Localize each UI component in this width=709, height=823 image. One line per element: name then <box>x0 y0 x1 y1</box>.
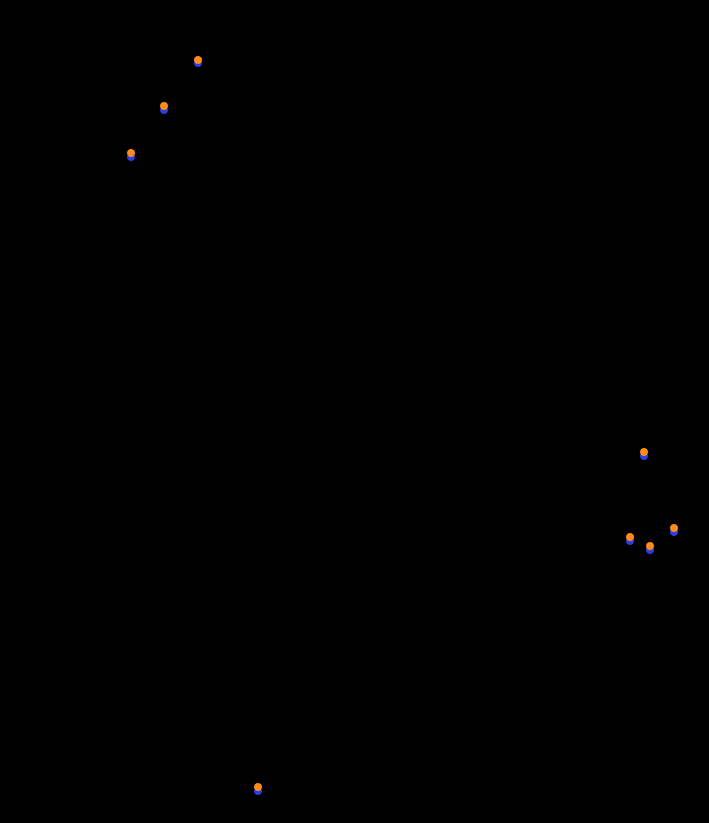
scatter-point-orange <box>254 783 262 791</box>
scatter-point-blue <box>127 153 135 161</box>
scatter-point-blue <box>160 106 168 114</box>
scatter-point-blue <box>646 546 654 554</box>
scatter-point-blue <box>640 452 648 460</box>
scatter-point-orange <box>194 56 202 64</box>
scatter-point-orange <box>626 533 634 541</box>
scatter-point-orange <box>127 149 135 157</box>
scatter-point-blue <box>670 528 678 536</box>
scatter-point-orange <box>670 524 678 532</box>
scatter-point-orange <box>160 102 168 110</box>
scatter-point-orange <box>646 542 654 550</box>
scatter-point-orange <box>640 448 648 456</box>
scatter-chart <box>0 0 709 823</box>
scatter-point-blue <box>254 787 262 795</box>
scatter-point-blue <box>626 537 634 545</box>
scatter-point-blue <box>194 59 202 67</box>
